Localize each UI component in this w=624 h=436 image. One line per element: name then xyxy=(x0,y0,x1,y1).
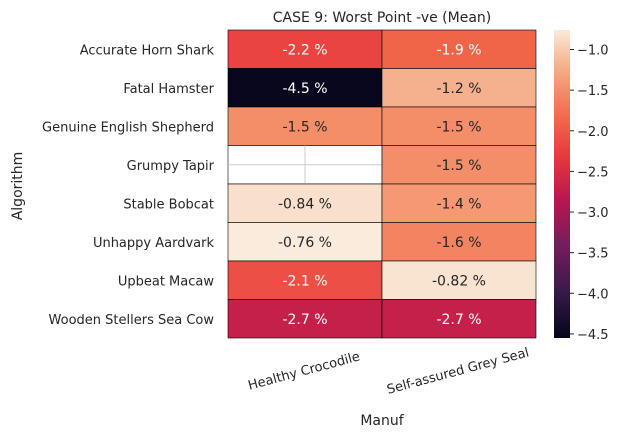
heatmap-cell xyxy=(227,68,383,108)
heatmap-cells: -2.2 % -1.9 % -4.5 % -1.2 % -1.5 % -1.5 % -1.5… xyxy=(227,29,537,339)
heatmap-cell xyxy=(227,299,383,339)
column-labels: Healthy Crocodile Self-assured Grey Seal xyxy=(247,345,531,397)
cell-value-label: -1.4 % xyxy=(436,196,481,212)
cell-value-label: -2.7 % xyxy=(436,312,481,328)
colorbar-tick-label: −1.5 xyxy=(577,84,609,99)
heatmap-cell xyxy=(381,68,537,108)
cell-value-label: -1.2 % xyxy=(436,81,481,97)
colorbar-tick-label: −2.0 xyxy=(577,125,609,140)
heatmap-cell xyxy=(227,29,383,69)
cell-value-label: -1.6 % xyxy=(436,235,481,251)
heatmap-cell xyxy=(381,106,537,146)
chart-title: CASE 9: Worst Point -ve (Mean) xyxy=(273,10,492,26)
row-label: Genuine English Shepherd xyxy=(42,120,214,135)
x-axis-label: Manuf xyxy=(360,413,404,429)
row-label: Upbeat Macaw xyxy=(118,274,215,289)
row-label: Accurate Horn Shark xyxy=(80,43,215,58)
colorbar-tick-label: −1.0 xyxy=(577,44,609,59)
row-label: Grumpy Tapir xyxy=(127,159,215,174)
heatmap-cell xyxy=(227,183,383,223)
cell-value-label: -0.76 % xyxy=(278,235,332,251)
cell-value-label: -0.84 % xyxy=(278,196,332,212)
colorbar: −1.0 −1.5 −2.0 −2.5 −3.0 −3.5 −4.0 −4.5 xyxy=(554,30,609,343)
cell-value-label: -1.5 % xyxy=(436,119,481,135)
heatmap-cell xyxy=(227,106,383,146)
row-label: Unhappy Aardvark xyxy=(93,236,215,251)
cell-value-label: -2.2 % xyxy=(282,42,327,58)
heatmap-cell xyxy=(227,260,383,300)
row-label: Stable Bobcat xyxy=(123,197,214,212)
column-label: Self-assured Grey Seal xyxy=(385,345,530,397)
colorbar-tick-label: −4.5 xyxy=(577,328,609,343)
colorbar-tick-label: −4.0 xyxy=(577,287,609,302)
y-axis-label: Algorithm xyxy=(10,152,26,221)
heatmap-cell xyxy=(381,222,537,262)
row-label: Fatal Hamster xyxy=(123,82,214,97)
cell-value-label: -4.5 % xyxy=(282,81,327,97)
cell-value-label: -1.5 % xyxy=(282,119,327,135)
colorbar-gradient xyxy=(554,30,570,338)
heatmap-cell xyxy=(381,260,537,300)
cell-value-label: -1.5 % xyxy=(436,158,481,174)
heatmap-cell xyxy=(227,222,383,262)
cell-value-label: -1.9 % xyxy=(436,42,481,58)
cell-value-label: -2.1 % xyxy=(282,273,327,289)
row-label: Wooden Stellers Sea Cow xyxy=(49,313,215,328)
cell-value-label: -2.7 % xyxy=(282,312,327,328)
heatmap-cell xyxy=(381,299,537,339)
colorbar-tick-label: −3.5 xyxy=(577,247,609,262)
colorbar-tick-label: −3.0 xyxy=(577,206,609,221)
heatmap-cell xyxy=(381,183,537,223)
heatmap-cell xyxy=(381,29,537,69)
column-label: Healthy Crocodile xyxy=(247,349,362,393)
colorbar-tick-label: −2.5 xyxy=(577,165,609,180)
cell-value-label: -0.82 % xyxy=(432,273,486,289)
row-labels: Accurate Horn Shark Fatal Hamster Genuine … xyxy=(42,43,215,328)
